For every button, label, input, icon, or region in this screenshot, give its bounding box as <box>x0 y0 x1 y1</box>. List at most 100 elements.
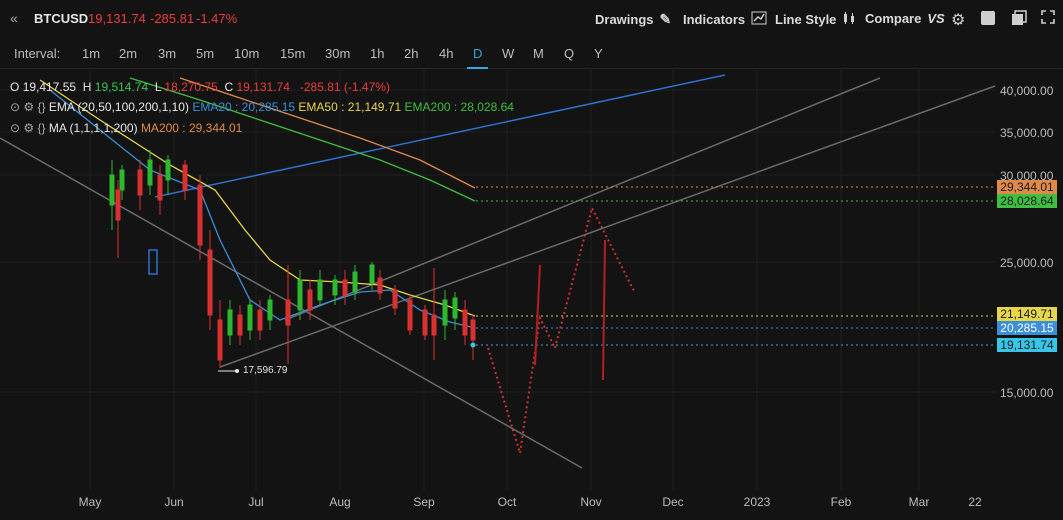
braces-icon[interactable]: {} <box>37 100 46 114</box>
highlight-candle <box>148 249 158 275</box>
time-tick-may: May <box>78 495 102 509</box>
high-label: H <box>82 80 92 94</box>
braces-icon[interactable]: {} <box>37 121 46 135</box>
close-change: -285.81 (-1.47%) <box>299 80 390 94</box>
close-value: 19,131.74 <box>236 80 290 94</box>
ema20-price-label: 20,285.15 <box>997 321 1057 335</box>
eye-icon[interactable]: ⊙ <box>10 100 21 114</box>
symbol-name[interactable]: BTCUSD <box>34 11 89 26</box>
interval-4h[interactable]: 4h <box>439 46 454 61</box>
price-tick-35000: 35,000.00 <box>1000 126 1054 140</box>
interval-bar: Interval: 1m 2m 3m 5m 10m 15m 30m 1h 2h … <box>0 40 1063 69</box>
drawings-label: Drawings <box>595 12 654 27</box>
ema200-price-label: 28,028.64 <box>997 194 1057 208</box>
interval-w[interactable]: W <box>502 46 515 61</box>
gear-icon[interactable]: ⚙ <box>23 121 35 135</box>
gear-icon[interactable]: ⚙ <box>951 12 966 29</box>
last-price-label: 19,131.74 <box>997 338 1057 352</box>
ema50-price-label: 21,149.71 <box>997 307 1057 321</box>
ema200-line <box>129 77 476 202</box>
interval-label: Interval: <box>14 46 61 61</box>
ema-study-name: EMA (20,50,100,200,1,10) <box>48 100 189 114</box>
compare-button[interactable]: Compare VS <box>865 11 945 26</box>
low-label: L <box>154 80 162 94</box>
projection-path <box>487 205 636 454</box>
trendline-blue <box>154 74 726 198</box>
ma200-value: MA200 : 29,344.01 <box>140 121 243 135</box>
interval-5m[interactable]: 5m <box>196 46 215 61</box>
last-price-dot <box>470 342 476 348</box>
ma-study-legend[interactable]: ⊙ ⚙ {} MA (1,1,1,1,200) MA200 : 29,344.0… <box>10 121 242 135</box>
time-tick-dec: Dec <box>662 495 684 509</box>
time-tick-22: 22 <box>968 495 982 509</box>
time-tick-feb: Feb <box>830 495 852 509</box>
double-chevron-left-icon[interactable]: « <box>10 10 18 26</box>
top-toolbar: « BTCUSD 19,131.74 -285.81 -1.47% Drawin… <box>0 0 1063 38</box>
pencil-icon: ✎ <box>659 11 672 27</box>
indicators-label: Indicators <box>683 12 746 27</box>
projection-spike-1 <box>534 264 541 366</box>
ohlc-legend: O 19,417.55 H 19,514.74 L 18,270.75 C 19… <box>10 80 390 94</box>
gear-icon[interactable]: ⚙ <box>23 100 35 114</box>
low-annotation: 17,596.79 <box>243 365 288 376</box>
ma200-line <box>179 77 476 189</box>
close-label: C <box>224 80 234 94</box>
compare-label: Compare <box>865 11 922 26</box>
interval-10m[interactable]: 10m <box>234 46 260 61</box>
price-tick-30000: 30,000.00 <box>1000 169 1054 183</box>
price-tick-25000: 25,000.00 <box>1000 256 1054 270</box>
ma200-price-label: 29,344.01 <box>997 180 1057 194</box>
candles <box>109 150 476 368</box>
snapshot-icon[interactable] <box>981 11 995 25</box>
ema20-value: EMA20 : 20,285.15 <box>192 100 296 114</box>
windows-icon[interactable] <box>1011 10 1027 26</box>
time-tick-jun: Jun <box>164 495 184 509</box>
interval-y[interactable]: Y <box>594 46 603 61</box>
price-change-pct: -1.47% <box>196 11 238 26</box>
interval-15m[interactable]: 15m <box>280 46 306 61</box>
trendline-channel-mid <box>219 85 996 368</box>
open-label: O <box>10 80 20 94</box>
ma-study-name: MA (1,1,1,1,200) <box>48 121 138 135</box>
interval-m[interactable]: M <box>533 46 544 61</box>
time-tick-oct: Oct <box>497 495 517 509</box>
time-tick-nov: Nov <box>580 495 602 509</box>
interval-2m[interactable]: 2m <box>119 46 138 61</box>
trendline-channel-top <box>284 77 881 321</box>
interval-d[interactable]: D <box>466 46 490 69</box>
last-price: 19,131.74 <box>88 11 146 26</box>
chart-icon <box>751 11 767 28</box>
eye-icon[interactable]: ⊙ <box>10 121 21 135</box>
ema50-value: EMA50 : 21,149.71 <box>298 100 402 114</box>
ema50-line <box>39 79 476 317</box>
interval-q[interactable]: Q <box>564 46 575 61</box>
price-tick-15000: 15,000.00 <box>1000 386 1054 400</box>
low-value: 18,270.75 <box>164 80 218 94</box>
interval-1h[interactable]: 1h <box>370 46 385 61</box>
open-value: 19,417.55 <box>22 80 77 94</box>
ema200-value: EMA200 : 28,028.64 <box>404 100 514 114</box>
projection-spike-2 <box>602 239 606 381</box>
indicators-button[interactable]: Indicators <box>683 11 767 28</box>
time-tick-jul: Jul <box>248 495 264 509</box>
interval-30m[interactable]: 30m <box>325 46 351 61</box>
time-tick-aug: Aug <box>329 495 351 509</box>
candlestick-icon <box>842 11 856 28</box>
line-style-label: Line Style <box>775 12 837 27</box>
time-tick-2023: 2023 <box>743 495 771 509</box>
price-change: -285.81 <box>150 11 195 26</box>
trendline-descending <box>0 137 583 469</box>
ema-study-legend[interactable]: ⊙ ⚙ {} EMA (20,50,100,200,1,10) EMA20 : … <box>10 100 514 114</box>
vs-badge: VS <box>927 11 945 26</box>
interval-2h[interactable]: 2h <box>404 46 419 61</box>
drawings-button[interactable]: Drawings ✎ <box>595 11 671 28</box>
high-value: 19,514.74 <box>94 80 149 94</box>
line-style-button[interactable]: Line Style <box>775 11 856 28</box>
interval-3m[interactable]: 3m <box>158 46 177 61</box>
interval-1m[interactable]: 1m <box>82 46 101 61</box>
time-tick-mar: Mar <box>908 495 930 509</box>
price-tick-40000: 40,000.00 <box>1000 84 1054 98</box>
time-tick-sep: Sep <box>413 495 435 509</box>
fullscreen-icon[interactable] <box>1041 10 1055 24</box>
